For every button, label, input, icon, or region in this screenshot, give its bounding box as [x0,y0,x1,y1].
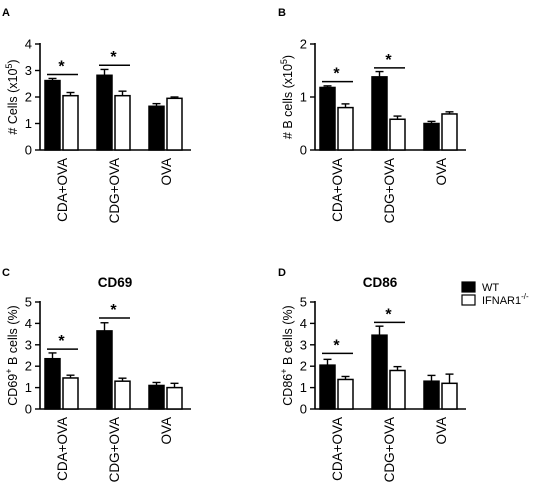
panel-letter: C [2,267,10,279]
y-tick-label: 0 [25,143,32,158]
panel-b: B 0 1 2 # B cells (x105) CDA+OVA CDG+OVA OVA * * [278,7,466,223]
y-axis-label: # B cells (x105) [279,55,295,139]
y-tick-label: 1 [300,90,307,105]
y-axis-label: CD86+ B cells (%) [279,305,295,405]
bar-wt [423,380,440,410]
bar-wt [319,86,336,151]
significance-star: * [110,302,117,319]
y-axis-label-base: CD86 [281,374,295,406]
legend-label-wt: WT [482,282,499,294]
y-axis-label: CD69+ B cells (%) [4,305,20,405]
category-label: OVA [434,417,449,445]
y-axis-label-end: ) [281,55,295,59]
y-tick-label: 3 [25,337,32,352]
bar-ifnar [389,118,406,151]
legend-label-ifnar: IFNAR1-/- [482,292,529,307]
legend-label-ifnar-base: IFNAR1 [482,295,521,307]
significance-star: * [385,306,392,323]
bar-ifnar [441,113,458,151]
panel-letter: A [2,7,10,19]
significance-star: * [58,333,65,350]
panel-title: CD86 [363,275,398,290]
legend-swatch-ifnar [461,294,476,306]
y-tick-label: 3 [300,337,307,352]
bar-ifnar [62,94,79,151]
bar-ifnar [62,377,79,410]
bar-wt [96,330,113,410]
y-tick-label: 2 [300,37,307,52]
y-axis-label-sup: 5 [4,64,14,69]
bar-ifnar [337,378,354,410]
significance-star: * [333,66,340,83]
y-axis-label-base: # Cells (x10 [6,69,20,135]
bar-wt [148,105,165,151]
y-tick-label: 5 [25,295,32,310]
category-label: CDG+OVA [107,158,122,223]
bar-ifnar [389,369,406,410]
category-label: CDA+OVA [55,417,70,481]
panel-a: A 0 1 2 3 4 # Cells (x105) CDA+OVA CDG+OVA OVA * * [2,7,191,223]
y-tick-label: 4 [300,316,307,331]
panel-letter: D [278,267,286,279]
y-tick-label: 1 [300,380,307,395]
category-label: CDG+OVA [382,417,397,482]
bar-ifnar [166,97,183,151]
bar-wt [44,79,61,151]
y-axis-label-sup: + [279,368,289,373]
bar-ifnar [441,382,458,410]
significance-star: * [110,49,117,66]
legend-label-ifnar-sup: -/- [521,292,529,301]
category-label: CDA+OVA [330,417,345,481]
y-tick-label: 3 [25,63,32,78]
legend: WT IFNAR1-/- [461,281,529,307]
legend-swatch-wt [461,281,476,293]
bar-ifnar [114,94,131,151]
y-axis-label-sup: 5 [279,59,289,64]
bar-wt [148,384,165,410]
y-axis-label-end: B cells (%) [6,305,20,368]
y-axis-label-sup: + [4,368,14,373]
category-label: CDG+OVA [107,417,122,482]
y-tick-label: 1 [25,116,32,131]
y-axis-label-base: # B cells (x10 [281,64,295,139]
y-tick-label: 2 [25,90,32,105]
y-tick-label: 2 [300,359,307,374]
y-tick-label: 1 [25,380,32,395]
y-axis-label: # Cells (x105) [4,59,20,134]
category-label: CDG+OVA [382,158,397,223]
significance-star: * [333,337,340,354]
category-label: CDA+OVA [330,158,345,222]
y-axis-label-end: ) [6,59,20,63]
bar-wt [371,76,388,151]
y-tick-label: 4 [25,37,32,52]
y-axis-label-base: CD69 [6,374,20,406]
bar-wt [319,364,336,410]
y-tick-label: 0 [25,402,32,417]
significance-star: * [385,52,392,69]
category-label: OVA [159,417,174,445]
category-label: OVA [434,158,449,186]
bar-wt [44,357,61,410]
y-tick-label: 4 [25,316,32,331]
y-axis-label-end: B cells (%) [281,305,295,368]
significance-star: * [58,58,65,75]
bar-wt [371,334,388,410]
y-tick-label: 0 [300,143,307,158]
bar-wt [96,74,113,151]
bar-ifnar [337,106,354,151]
panel-title: CD69 [98,275,133,290]
y-tick-label: 5 [300,295,307,310]
y-tick-label: 0 [300,402,307,417]
panel-letter: B [278,7,286,19]
bar-ifnar [166,386,183,410]
bar-ifnar [114,380,131,410]
y-tick-label: 2 [25,359,32,374]
category-label: OVA [159,158,174,186]
category-label: CDA+OVA [55,158,70,222]
bar-wt [423,122,440,151]
